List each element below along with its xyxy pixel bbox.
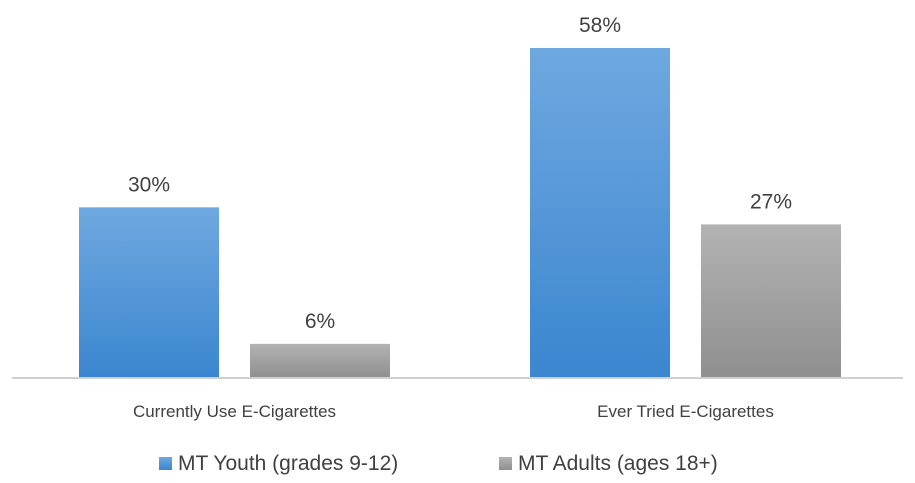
category-label-2: Ever Tried E-Cigarettes — [597, 402, 774, 421]
category-label-1: Currently Use E-Cigarettes — [133, 402, 336, 421]
legend: MT Youth (grades 9-12) MT Adults (ages 18… — [159, 452, 718, 475]
legend-swatch-adults — [499, 457, 512, 470]
data-label-youth-2: 58% — [579, 14, 621, 37]
bar-youth-1 — [79, 207, 219, 378]
legend-swatch-youth — [159, 457, 172, 470]
bar-youth-2 — [530, 48, 670, 378]
data-label-youth-1: 30% — [128, 173, 170, 196]
legend-label-youth: MT Youth (grades 9-12) — [178, 452, 398, 475]
bar-adults-1 — [250, 343, 390, 378]
data-label-adults-2: 27% — [750, 190, 792, 213]
bars-layer — [79, 48, 841, 378]
bar-adults-2 — [701, 224, 841, 378]
legend-label-adults: MT Adults (ages 18+) — [518, 452, 718, 475]
labels-layer: 30% 6% Currently Use E-Cigarettes 58% 27% Eve… — [128, 14, 792, 421]
data-label-adults-1: 6% — [305, 310, 335, 333]
